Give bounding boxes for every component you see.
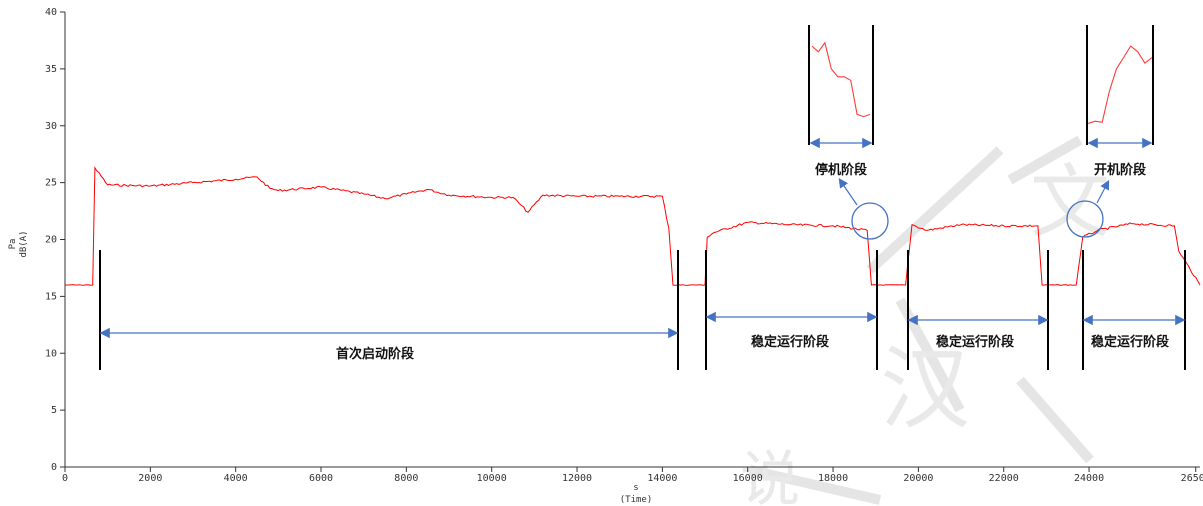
phase-label-start: 开机阶段 (1094, 162, 1146, 178)
x-axis: 0 2000 4000 6000 8000 10000 12000 14000 16000 180… (62, 466, 1203, 484)
x-tick-label: 20000 (903, 473, 933, 484)
x-tick-label: 12000 (562, 473, 592, 484)
y-tick-label: 10 (45, 348, 57, 359)
y-axis-title-2: dB(A) (19, 230, 29, 257)
x-tick-label: 24000 (1074, 473, 1104, 484)
watermark: 文 汉 说 (740, 135, 1110, 506)
phase-label-steady-1: 稳定运行阶段 (751, 334, 829, 350)
phase-label-steady-3: 稳定运行阶段 (1091, 334, 1169, 350)
x-tick-label: 18000 (818, 473, 848, 484)
x-axis-title-2: (Time) (620, 495, 653, 505)
y-tick-label: 40 (45, 7, 57, 18)
x-tick-label: 6000 (309, 473, 333, 484)
x-tick-label: 0 (62, 473, 68, 484)
phase-layer (99, 25, 1186, 370)
series-line (65, 166, 1201, 286)
x-tick-label: 22000 (989, 473, 1019, 484)
x-tick-label: 8000 (394, 473, 418, 484)
inset-start-curve (1087, 45, 1153, 125)
y-tick-label: 15 (45, 291, 57, 302)
x-tick-label: 26500 (1181, 473, 1203, 484)
x-tick-label: 10000 (477, 473, 507, 484)
inset-stop-curve (811, 41, 871, 118)
x-tick-label: 2000 (138, 473, 162, 484)
y-axis: 0 5 10 15 20 25 30 35 40 (45, 7, 66, 473)
y-tick-label: 35 (45, 64, 57, 75)
y-tick-label: 25 (45, 178, 57, 189)
y-axis-title: Pa (8, 239, 18, 250)
series-layer (65, 41, 1201, 286)
x-tick-label: 14000 (647, 473, 677, 484)
y-tick-label: 0 (51, 462, 57, 473)
watermark-char: 汉 (880, 337, 970, 442)
x-axis-title: s (633, 483, 638, 493)
start-callout-arrow (1096, 179, 1110, 204)
stop-highlight-circle (851, 202, 889, 240)
phase-label-first-start: 首次启动阶段 (336, 346, 414, 362)
x-tick-label: 16000 (733, 473, 763, 484)
watermark-char: 说 (740, 445, 800, 506)
stop-callout-arrow (838, 178, 858, 206)
y-tick-label: 30 (45, 121, 57, 132)
start-highlight-circle (1066, 200, 1104, 238)
phase-label-stop: 停机阶段 (815, 162, 867, 178)
x-tick-label: 4000 (224, 473, 248, 484)
y-tick-label: 20 (45, 235, 57, 246)
y-tick-label: 5 (51, 405, 57, 416)
phase-label-steady-2: 稳定运行阶段 (936, 334, 1014, 350)
